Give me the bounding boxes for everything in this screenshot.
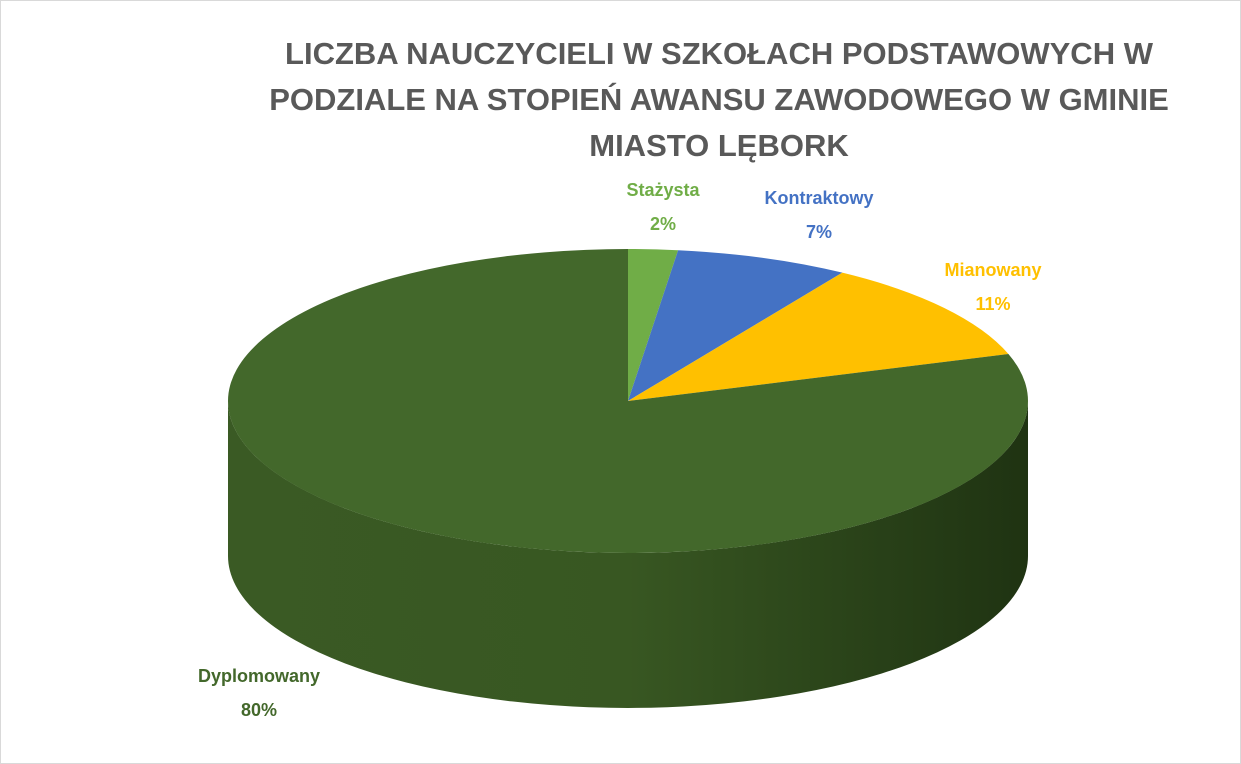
slice-value-label: 80%	[241, 700, 277, 720]
pie-slice	[628, 250, 843, 401]
slice-label: Stażysta	[626, 180, 700, 200]
pie-slice	[628, 272, 1009, 401]
slice-value-label: 7%	[806, 222, 832, 242]
slice-label: Kontraktowy	[764, 188, 873, 208]
slice-label: Mianowany	[944, 260, 1041, 280]
pie-side	[228, 401, 1028, 708]
pie-slice	[227, 249, 1029, 553]
chart-title: LICZBA NAUCZYCIELI W SZKOŁACH PODSTAWOWY…	[269, 36, 1169, 163]
slice-value-label: 11%	[975, 294, 1010, 314]
pie-slice	[628, 249, 679, 401]
slice-label: Dyplomowany	[198, 666, 320, 686]
slice-value-label: 2%	[650, 214, 676, 234]
